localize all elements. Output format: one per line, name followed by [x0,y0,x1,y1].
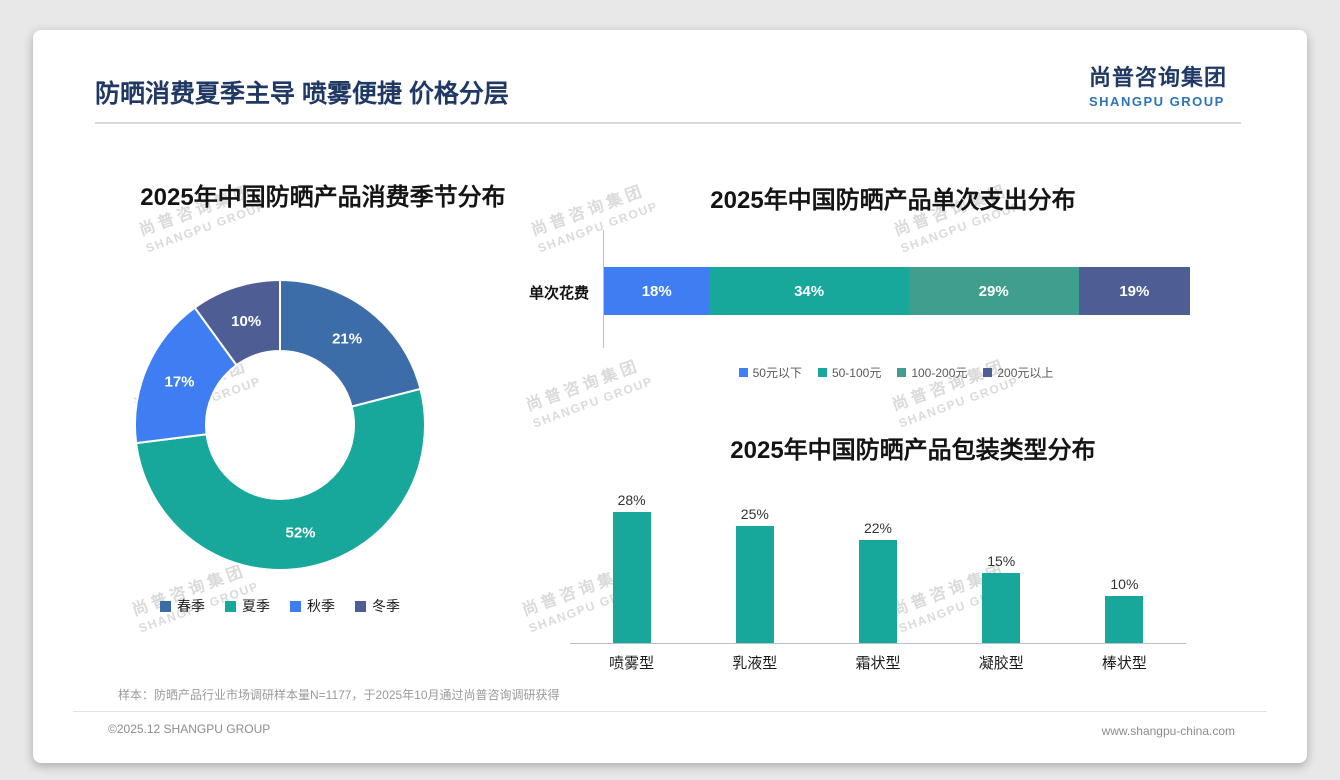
stacked-segment-200元以上: 19% [1078,267,1190,315]
seasonal-donut-chart: 21% 52% 17% 10% [134,278,426,571]
spend-chart-legend: 50元以下 50-100元 100-200元 200元以上 [603,364,1189,381]
legend-label: 50-100元 [831,366,882,380]
bar-column-棒状型: 10% [1063,576,1186,643]
donut-value-label: 52% [286,525,316,542]
packaging-category-labels: 喷雾型 乳液型 霜状型 凝胶型 棒状型 [570,652,1186,673]
packaging-bar-chart: 28% 25% 22% 15% 10% [570,485,1186,644]
logo-english-text: SHANGPU GROUP [1089,94,1225,109]
spend-row-label: 单次花费 [528,285,589,302]
bar-column-霜状型: 22% [816,520,939,643]
footer-divider [73,711,1267,712]
legend-swatch [738,368,748,377]
bar-category-label: 棒状型 [1101,655,1147,672]
bar-column-凝胶型: 15% [940,553,1063,643]
bar-category-label: 凝胶型 [978,655,1024,672]
bar-category-label: 喷雾型 [609,655,655,672]
legend-label: 100-200元 [911,366,968,380]
spend-stacked-bar: 18% 34% 29% 19% [604,267,1190,315]
legend-swatch [817,368,827,377]
donut-segment-夏季 [135,387,426,571]
legend-label: 春季 [177,598,205,614]
bar-rect-棒状型 [1105,596,1144,643]
bar-category-label: 霜状型 [855,655,901,672]
bar-value-label: 25% [740,506,769,522]
bar-column-喷雾型: 28% [570,492,693,643]
legend-item-50元以下: 50元以下 [738,364,802,381]
legend-item-50-100元: 50-100元 [817,364,882,381]
bar-rect-霜状型 [859,540,897,643]
legend-swatch [225,600,236,612]
spend-chart-title: 2025年中国防晒产品单次支出分布 [710,187,1076,214]
bar-rect-凝胶型 [982,573,1021,643]
footer-website: www.shangpu-china.com [1101,724,1235,738]
report-slide: 尚普咨询集团 SHANGPU GROUP 尚普咨询集团 SHANGPU GROUP 尚普… [33,30,1307,763]
watermark-en-text: SHANGPU GROUP [530,373,655,431]
legend-item-夏季: 夏季 [225,596,270,616]
legend-swatch [160,600,171,612]
stacked-segment-50元以下: 18% [604,267,710,315]
bar-value-label: 10% [1110,576,1139,592]
watermark-en-text: SHANGPU GROUP [896,373,1021,431]
logo-chinese-text: 尚普咨询集团 [1089,65,1228,90]
bar-column-乳液型: 25% [693,506,816,643]
stacked-segment-100-200元: 29% [908,267,1079,315]
seasonal-donut-title: 2025年中国防晒产品消费季节分布 [140,184,506,211]
legend-label: 秋季 [307,598,335,614]
donut-value-label: 21% [332,330,362,347]
legend-swatch [355,600,366,612]
legend-label: 冬季 [372,598,400,614]
legend-label: 夏季 [242,598,270,614]
legend-swatch [290,600,301,612]
legend-item-春季: 春季 [160,596,205,616]
spend-chart-axis-line [603,230,604,348]
bar-value-label: 15% [987,553,1016,569]
legend-label: 50元以下 [752,366,802,380]
stacked-segment-50-100元: 34% [709,267,909,315]
bar-value-label: 28% [617,492,646,508]
legend-item-冬季: 冬季 [355,596,400,616]
header-divider [95,122,1241,124]
legend-item-秋季: 秋季 [290,596,335,616]
bar-category-label: 乳液型 [732,655,778,672]
watermark-cn-text: 尚普咨询集团 [524,357,643,415]
sample-footnote: 样本：防晒产品行业市场调研样本量N=1177，于2025年10月通过尚普咨询调研… [118,688,560,702]
company-logo: 尚普咨询集团 SHANGPU GROUP [1089,60,1259,109]
bar-rect-乳液型 [735,526,774,643]
footer-copyright: ©2025.12 SHANGPU GROUP [108,722,271,736]
donut-value-label: 17% [164,374,194,391]
packaging-chart-title: 2025年中国防晒产品包装类型分布 [730,437,1096,464]
legend-item-100-200元: 100-200元 [897,364,967,381]
bar-value-label: 22% [863,520,893,536]
legend-swatch [983,368,993,377]
legend-label: 200元以上 [997,366,1054,380]
donut-segment-春季 [279,278,422,408]
bar-rect-喷雾型 [612,512,651,643]
legend-swatch [897,368,907,377]
donut-segment-冬季 [193,278,281,367]
seasonal-donut-legend: 春季 夏季 秋季 冬季 [73,596,487,616]
donut-value-label: 10% [231,313,261,330]
legend-item-200元以上: 200元以上 [983,364,1053,381]
page-title: 防晒消费夏季主导 喷雾便捷 价格分层 [95,80,509,108]
watermark-cn-text: 尚普咨询集团 [890,357,1009,415]
